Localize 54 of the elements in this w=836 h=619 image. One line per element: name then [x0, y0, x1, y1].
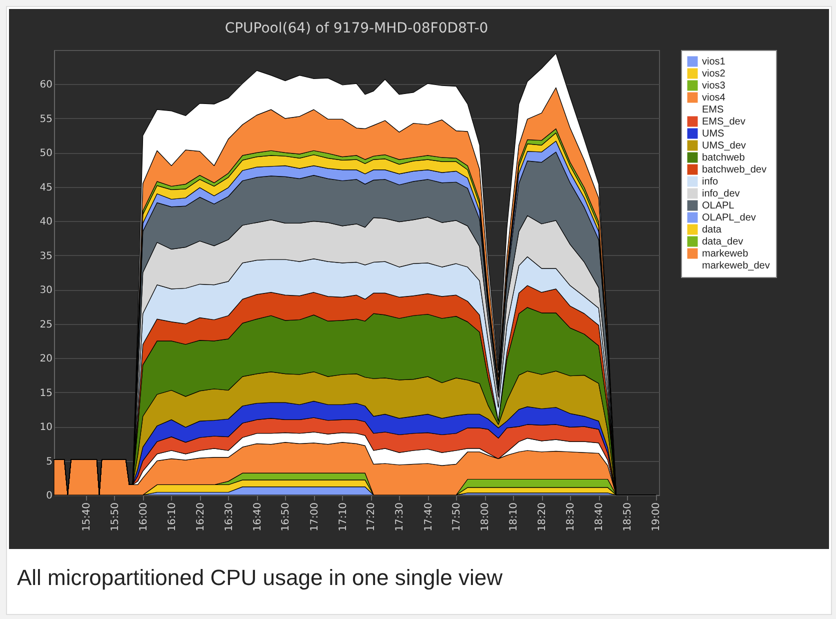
x-tick-label: 15:50 [110, 502, 121, 532]
legend-label: vios3 [702, 80, 726, 92]
legend-label: vios2 [702, 68, 726, 80]
legend-label: vios4 [702, 92, 726, 104]
y-tick-label: 40 [40, 216, 52, 228]
x-tick-label: 17:10 [338, 502, 349, 532]
legend-label: EMS_dev [702, 116, 746, 128]
x-tick-label: 19:00 [651, 502, 662, 532]
x-tick-label: 16:10 [166, 502, 178, 532]
legend-label: vios1 [702, 56, 726, 68]
text: All micropartitioned CPU usage in one single view [17, 565, 502, 591]
x-tick-label: 15:40 [81, 502, 92, 532]
y-tick-label: 0 [46, 490, 52, 502]
x-tick-label: 18:40 [594, 502, 606, 532]
legend-label: info_dev [702, 188, 740, 200]
y-tick-label: 5 [46, 456, 52, 468]
y-tick-label: 25 [40, 319, 52, 330]
x-tick-label: 16:20 [195, 502, 206, 532]
x-tick-label: 17:40 [423, 502, 434, 532]
x-tick-label: 17:00 [309, 502, 320, 532]
legend-label: OLAPL [702, 200, 735, 212]
y-tick-label: 35 [40, 250, 52, 262]
y-tick-label: 45 [40, 182, 52, 194]
x-tick-label: 18:10 [508, 502, 520, 532]
x-tick-label: 16:40 [252, 502, 264, 532]
x-tick-label: 17:30 [394, 502, 406, 532]
legend-label: UMS_dev [702, 140, 746, 152]
y-tick-label: 30 [40, 285, 52, 296]
y-tick-label: 60 [40, 80, 52, 91]
x-tick-label: 16:50 [280, 502, 292, 532]
chart-title: CPUPool(64) of 9179-MHD-08F0D8T-0 [224, 20, 488, 36]
x-tick-label: 18:20 [537, 502, 548, 532]
x-tick-label: 18:30 [566, 502, 577, 532]
legend-label: data_dev [702, 236, 744, 248]
legend-label: UMS [702, 128, 725, 140]
x-tick-label: 17:20 [366, 502, 378, 532]
x-tick-label: 18:50 [622, 502, 634, 532]
legend-label: batchweb_dev [702, 164, 766, 176]
legend-label: batchweb [702, 152, 746, 164]
y-tick-label: 10 [40, 422, 52, 434]
y-tick-label: 20 [40, 354, 52, 365]
legend-label: data [702, 224, 722, 236]
legend-label: OLAPL_dev [702, 212, 756, 224]
x-tick-label: 17:50 [452, 502, 463, 532]
x-tick-label: 16:00 [138, 502, 150, 532]
y-tick-label: 15 [40, 388, 52, 399]
legend-label: markeweb [702, 248, 749, 260]
x-tick-label: 16:30 [224, 502, 235, 532]
y-tick-label: 50 [40, 148, 52, 160]
legend-label: info [702, 176, 719, 188]
text: markeweb_dev [702, 260, 770, 272]
y-tick-label: 55 [40, 114, 52, 125]
x-tick-label: 18:00 [480, 502, 492, 532]
text: EMS [702, 104, 724, 116]
